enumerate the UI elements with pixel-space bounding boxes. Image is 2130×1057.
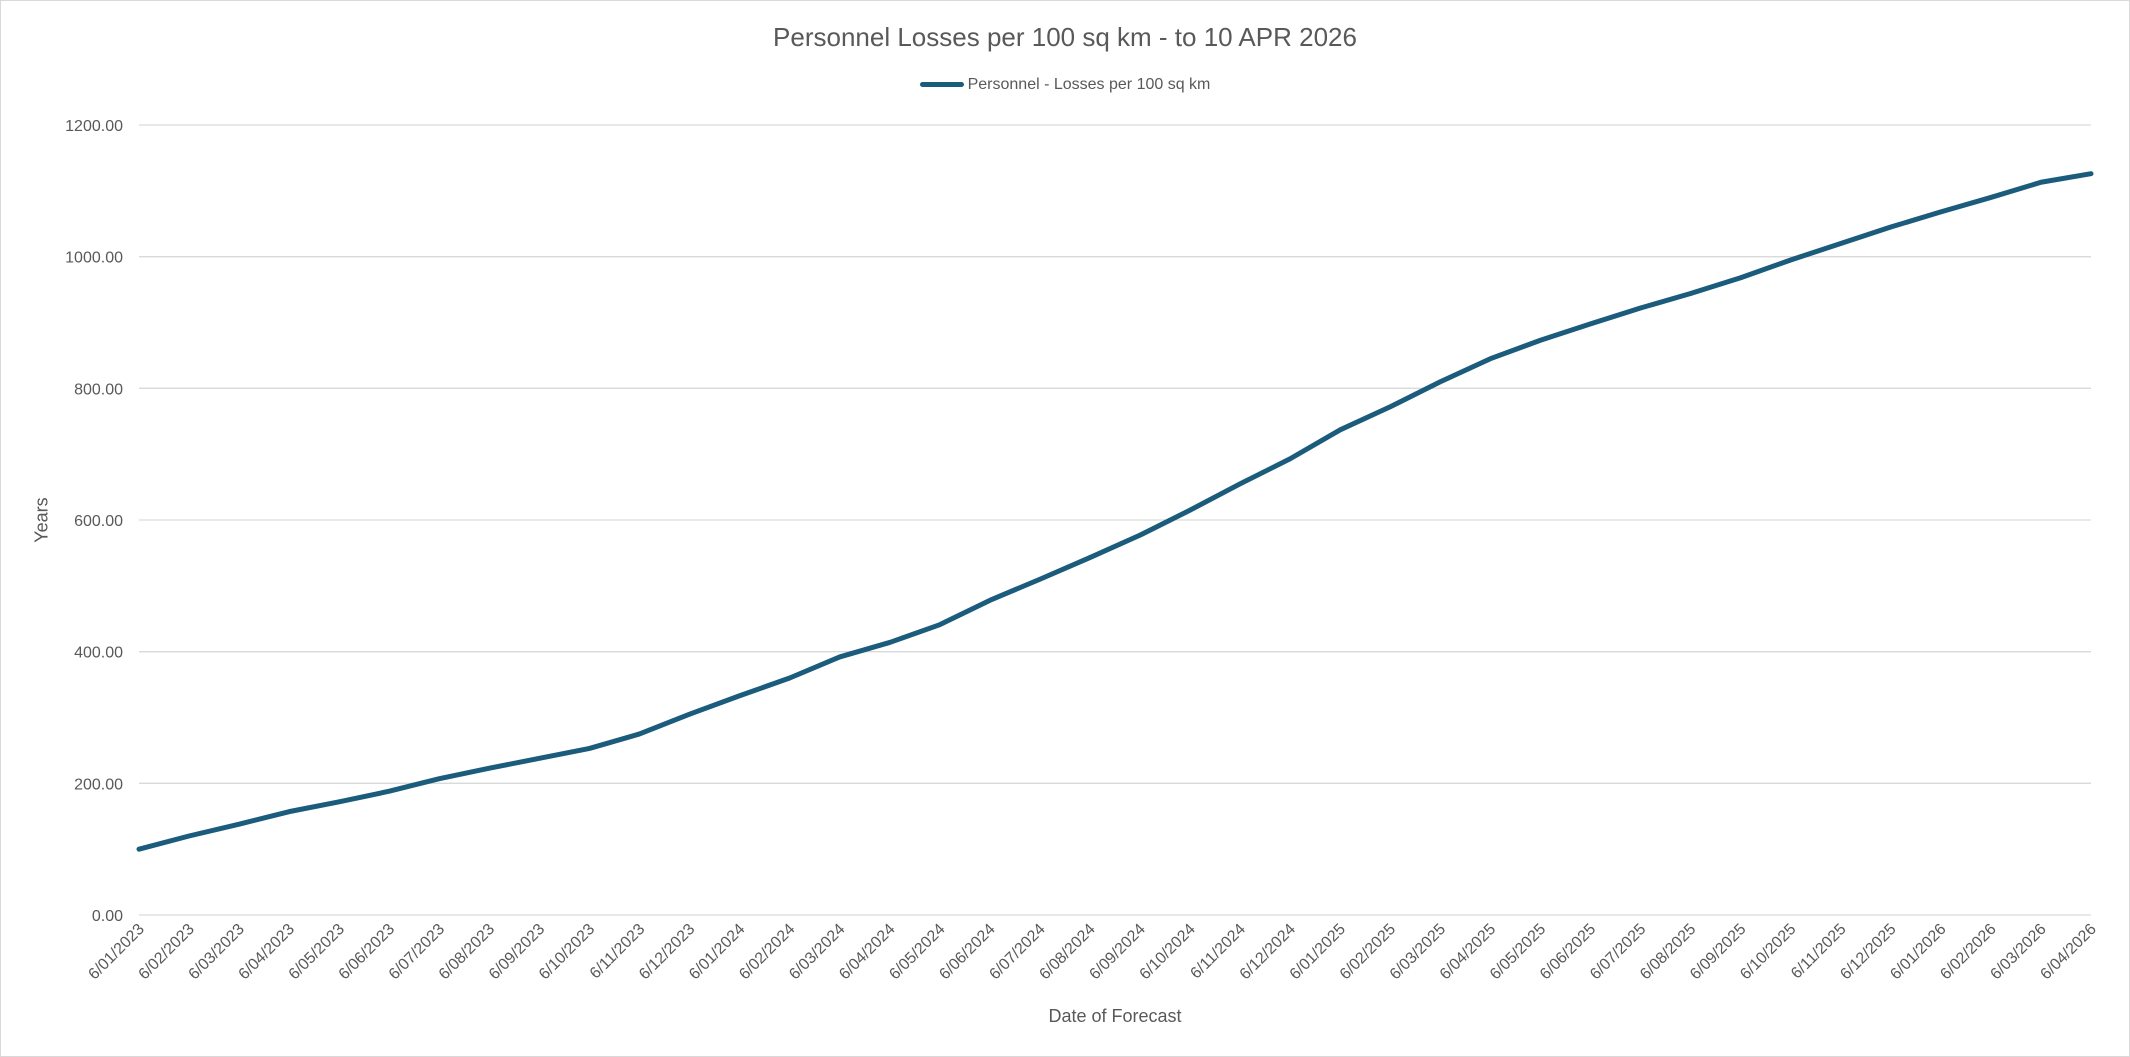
data-point	[1187, 507, 1193, 513]
data-point	[1988, 195, 1994, 200]
legend-swatch	[919, 82, 964, 87]
data-point	[887, 640, 892, 645]
data-point	[1538, 338, 1543, 343]
data-point	[1287, 456, 1293, 461]
data-point	[937, 622, 943, 627]
data-point	[1087, 555, 1093, 560]
data-point	[1838, 241, 1843, 246]
series-line	[136, 171, 2094, 852]
data-point	[437, 776, 442, 781]
data-point	[236, 821, 242, 827]
data-point	[136, 846, 142, 852]
data-point	[1037, 577, 1043, 582]
y-tick-label: 400.00	[74, 645, 123, 662]
data-point	[687, 712, 692, 717]
y-tick-label: 200.00	[74, 776, 123, 793]
chart-legend: Personnel - Losses per 100 sq km	[0, 74, 2130, 94]
data-point	[587, 746, 592, 751]
y-tick-label: 0.00	[92, 908, 123, 925]
y-tick-label: 800.00	[74, 381, 123, 398]
data-point	[1938, 209, 1944, 215]
data-point	[787, 675, 792, 681]
data-point	[2038, 180, 2044, 185]
data-point	[1688, 291, 1693, 296]
data-point	[2088, 171, 2094, 176]
data-point	[1588, 321, 1593, 327]
data-point	[1738, 275, 1743, 280]
data-point	[837, 654, 842, 660]
data-point	[637, 731, 642, 737]
y-tick-label: 600.00	[74, 513, 123, 530]
data-point	[1137, 532, 1143, 538]
data-point	[537, 756, 542, 761]
data-point	[1788, 257, 1793, 263]
y-tick-label: 1200.00	[65, 118, 123, 135]
x-axis-label: Date of Forecast	[1048, 1006, 1182, 1026]
data-point	[737, 693, 742, 698]
data-point	[1237, 481, 1243, 486]
data-point	[1488, 356, 1493, 361]
data-point	[1438, 379, 1443, 384]
data-point	[1388, 404, 1393, 409]
data-point	[1638, 305, 1643, 311]
data-point	[186, 833, 192, 839]
chart-title: Personnel Losses per 100 sq km - to 10 A…	[773, 22, 1357, 52]
data-point	[1338, 427, 1343, 433]
legend-label: Personnel - Losses per 100 sq km	[967, 75, 1211, 93]
data-point	[337, 799, 342, 804]
y-tick-label: 1000.00	[65, 250, 123, 267]
data-point	[286, 809, 292, 814]
data-point	[1888, 224, 1893, 230]
data-point	[387, 789, 392, 794]
data-point	[987, 598, 993, 603]
data-point	[487, 765, 492, 771]
